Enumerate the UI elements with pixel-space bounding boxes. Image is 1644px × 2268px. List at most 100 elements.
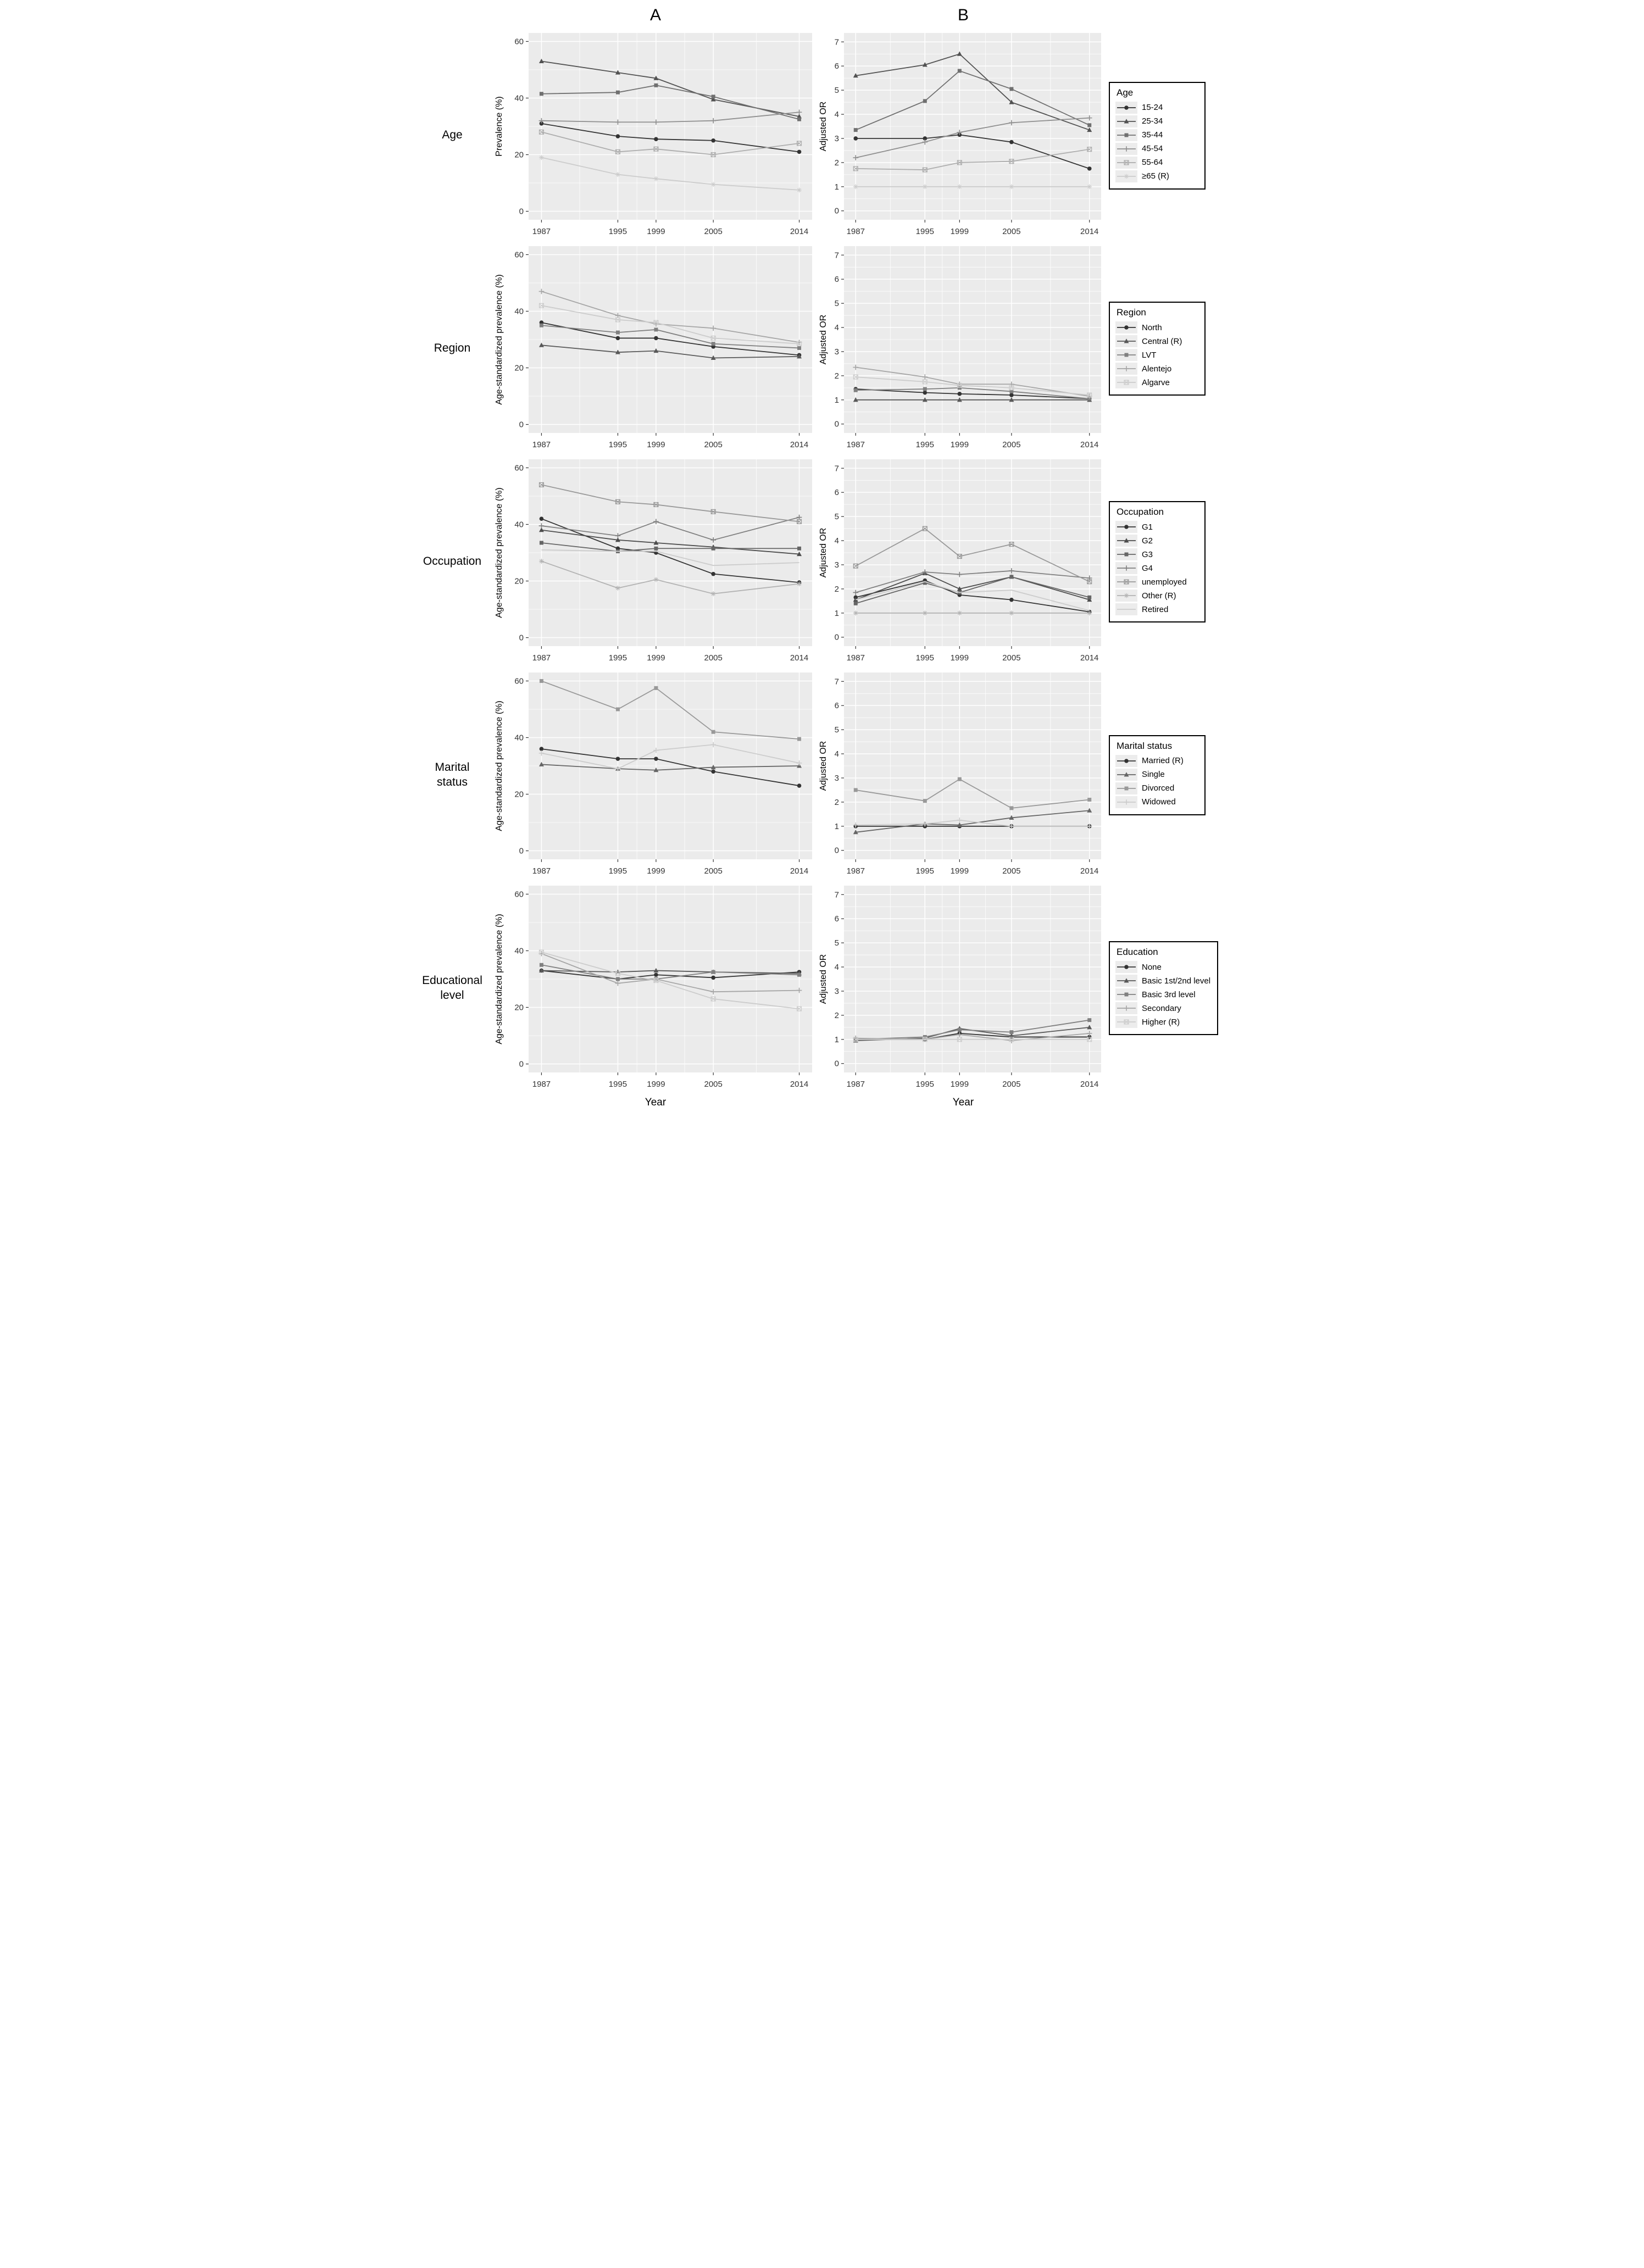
marker-circle xyxy=(957,392,962,396)
svg-text:2: 2 xyxy=(835,158,839,168)
svg-text:2005: 2005 xyxy=(1002,1080,1020,1089)
legend-key-square-icon xyxy=(1115,782,1137,794)
legend-marker-circle xyxy=(1124,105,1129,110)
svg-text:2005: 2005 xyxy=(1002,866,1020,876)
series-age-a-15-24 xyxy=(539,121,802,154)
legend-item-education-Higher (R): Higher (R) xyxy=(1115,1016,1210,1028)
marker-plus xyxy=(1086,393,1092,399)
legend-item-marital-Widowed: Widowed xyxy=(1115,796,1198,808)
svg-text:1987: 1987 xyxy=(532,653,551,663)
svg-text:2014: 2014 xyxy=(1080,866,1098,876)
marker-asterisk xyxy=(1009,610,1014,616)
legend-marker-square xyxy=(1124,992,1129,997)
marker-plus xyxy=(615,980,621,986)
svg-text:1999: 1999 xyxy=(647,440,665,449)
svg-text:1: 1 xyxy=(835,822,839,831)
marker-square xyxy=(853,788,858,792)
marker-square-cross xyxy=(538,303,545,308)
svg-text:7: 7 xyxy=(835,890,839,899)
marker-asterisk xyxy=(797,581,802,587)
marker-square-cross xyxy=(922,1037,927,1042)
legend-item-label: 55-64 xyxy=(1142,158,1163,167)
marker-triangle xyxy=(615,70,620,75)
x-axis-title-a: Year xyxy=(645,1097,667,1108)
marker-square-cross xyxy=(922,526,927,531)
row-label-region: Region xyxy=(434,342,471,355)
svg-text:1987: 1987 xyxy=(847,440,865,449)
series-region-b-Central (R) xyxy=(853,397,1092,402)
svg-text:1: 1 xyxy=(835,182,839,192)
legend-age: Age 15-24 25-34 35-44 45-54 55-64 ≥65 (R) xyxy=(1109,81,1206,190)
legend-item-label: North xyxy=(1142,323,1162,332)
marker-plus xyxy=(1009,1038,1014,1043)
marker-plus xyxy=(538,118,545,124)
row-label-cell-education: Educational level xyxy=(411,880,493,1096)
legend-marker-circle xyxy=(1124,758,1129,763)
marker-asterisk xyxy=(653,577,659,582)
legend-marker-square xyxy=(1124,353,1129,357)
legend-key-square-icon xyxy=(1115,988,1137,1000)
marker-asterisk xyxy=(710,182,716,187)
marker-square-cross xyxy=(922,167,927,173)
marker-plus xyxy=(853,590,859,596)
panel-occupation-a: 0 20 40 60 1987 1995 1999 2005 2014 Age-standardi… xyxy=(493,454,818,670)
marker-square xyxy=(539,323,543,327)
legend-marker-plus xyxy=(1124,565,1129,571)
legend-item-occupation-G1: G1 xyxy=(1115,521,1198,533)
legend-item-region-Alentejo: Alentejo xyxy=(1115,363,1198,375)
marker-square-cross xyxy=(710,509,716,514)
legend-marker-triangle xyxy=(1124,538,1129,543)
marker-square-cross xyxy=(1009,159,1014,164)
column-title-b: B xyxy=(957,6,969,24)
marker-square xyxy=(615,330,620,335)
svg-text:2005: 2005 xyxy=(704,653,722,663)
svg-text:1987: 1987 xyxy=(532,1080,551,1089)
legend-key-square-cross-icon xyxy=(1115,1016,1137,1028)
marker-square-cross xyxy=(1087,579,1092,585)
legend-item-label: Algarve xyxy=(1142,377,1170,387)
legend-key-plus-icon xyxy=(1115,796,1137,808)
axes: 0 20 40 60 1987 1995 1999 2005 2014 Prevalence (%… xyxy=(495,37,808,236)
series-age-b-45-54 xyxy=(853,115,1092,160)
svg-text:1995: 1995 xyxy=(609,866,627,876)
series-age-a-25-34 xyxy=(538,58,802,119)
legend-key-asterisk-icon xyxy=(1115,170,1137,182)
panel-education-a: 0 20 40 60 1987 1995 1999 2005 2014 Age-standardi… xyxy=(493,880,818,1096)
series-marital-b-Divorced xyxy=(853,777,1092,810)
marker-triangle xyxy=(538,968,544,973)
marker-square-cross xyxy=(1009,542,1014,547)
panel-marital-a: 0 20 40 60 1987 1995 1999 2005 2014 Age-standardi… xyxy=(493,667,818,883)
svg-text:1999: 1999 xyxy=(951,1080,969,1089)
legend-key-plus-icon xyxy=(1115,363,1137,375)
marker-plus xyxy=(922,821,928,827)
marker-circle xyxy=(615,757,620,761)
marker-square-cross xyxy=(1087,392,1092,398)
svg-text:1999: 1999 xyxy=(951,866,969,876)
legend-region: Region North Central (R) LVT Alentejo Algarve xyxy=(1109,302,1206,396)
series-occupation-a-G4 xyxy=(538,514,802,543)
marker-plus xyxy=(538,288,545,294)
gridlines xyxy=(844,246,1101,433)
marker-square xyxy=(711,342,715,346)
legend-key-circle-icon xyxy=(1115,754,1137,767)
marker-square xyxy=(1087,797,1092,802)
marker-triangle xyxy=(538,527,544,532)
marker-square xyxy=(853,388,858,392)
series-region-a-LVT xyxy=(539,323,802,350)
marker-triangle xyxy=(1009,397,1014,402)
marker-plus xyxy=(538,523,545,529)
marker-plus xyxy=(796,987,802,993)
svg-text:2: 2 xyxy=(835,585,839,594)
svg-text:40: 40 xyxy=(514,733,524,742)
series-age-b-35-44 xyxy=(853,69,1092,132)
marker-square-cross xyxy=(538,129,545,135)
marker-triangle xyxy=(797,114,802,119)
svg-text:1995: 1995 xyxy=(609,440,627,449)
marker-asterisk xyxy=(853,184,858,190)
legend-key-square-cross-icon xyxy=(1115,156,1137,169)
row-marital: Marital status 0 20 40 60 1987 1995 1999 2005 201… xyxy=(411,667,1233,880)
legend-key-square-cross-icon xyxy=(1115,576,1137,588)
figure-multipanel: A B Age 0 20 40 60 1987 1995 1999 2005 2014 Preval… xyxy=(411,0,1233,1126)
panel-marital-b: 0 1 2 3 4 5 6 7 1987 1995 1999 2005 2014 Adjusted OR xyxy=(818,667,1109,883)
marker-square xyxy=(615,90,620,94)
